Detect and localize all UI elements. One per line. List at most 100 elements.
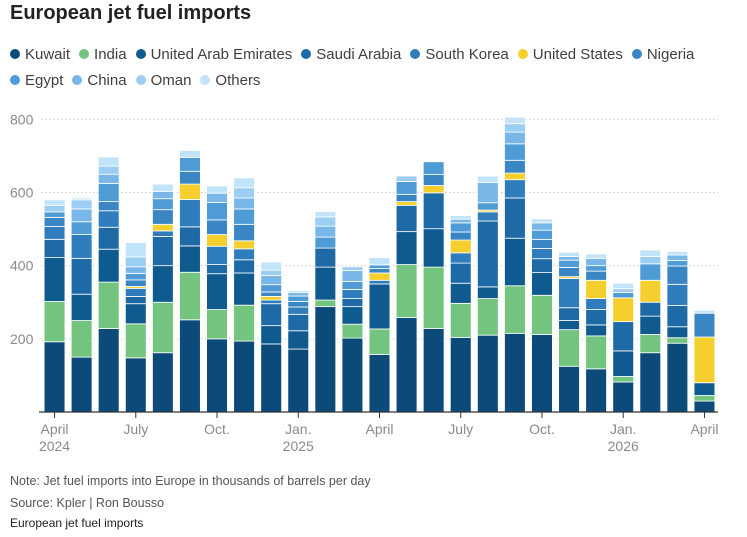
bar-segment-saudi-arabia — [422, 192, 445, 230]
bar-segment-egypt — [558, 259, 580, 268]
bar-segment-south-korea — [152, 230, 174, 237]
bar-segment-south-korea — [179, 199, 201, 228]
bar-segment-others — [585, 253, 607, 259]
legend-item-kuwait: Kuwait — [10, 42, 70, 68]
chart-note: Note: Jet fuel imports into Europe in th… — [10, 474, 371, 488]
bar-segment-china — [70, 208, 93, 223]
bar-segment-china — [206, 192, 228, 203]
bar-segment-china — [97, 173, 120, 184]
legend: Kuwait India United Arab Emirates Saudi Ara… — [10, 42, 730, 94]
bar-segment-others — [97, 156, 120, 167]
bar-segment-united-arab-emirates — [449, 282, 472, 304]
bar-segment-india — [612, 376, 635, 383]
bar-segment-china — [233, 197, 255, 210]
bar-segment-nigeria — [504, 159, 526, 174]
bar-segment-united-arab-emirates — [368, 283, 391, 330]
bar-segment-egypt — [422, 161, 445, 175]
bar-segment-saudi-arabia — [287, 313, 310, 332]
bar-segment-others — [233, 177, 255, 189]
bar-segment-kuwait — [314, 306, 337, 413]
bar-segment-kuwait — [287, 348, 310, 413]
bar-segment-south-korea — [206, 245, 228, 265]
bar-segment-nigeria — [693, 312, 716, 338]
bar-segment-others — [179, 150, 201, 158]
legend-swatch — [72, 75, 83, 85]
x-tick-label: April — [41, 421, 69, 437]
bar-segment-saudi-arabia — [476, 220, 499, 288]
bar-segment-india — [504, 285, 526, 334]
bar-segment-kuwait — [395, 317, 418, 413]
bar-segment-others — [368, 257, 391, 266]
bar-segment-united-states — [206, 234, 228, 247]
chart-caption: European jet fuel imports — [10, 516, 144, 530]
legend-label: Oman — [150, 72, 192, 89]
bar-segment-nigeria — [206, 219, 228, 235]
bar-segment-egypt — [612, 291, 635, 299]
bar-segment-nigeria — [585, 270, 607, 281]
bar-segment-others — [449, 215, 472, 220]
bar-segment-india — [206, 309, 228, 340]
bar-segment-china — [449, 218, 472, 224]
bar-segment-saudi-arabia — [585, 309, 607, 326]
x-tick-label: Jan. — [285, 421, 311, 437]
x-tick-label: July — [448, 421, 473, 437]
bar-segment-kuwait — [422, 328, 445, 413]
bar-segment-others — [43, 199, 66, 206]
bar-segment-oman — [639, 256, 662, 265]
bar-segment-egypt — [314, 236, 337, 249]
bar-segment-kuwait — [585, 368, 607, 413]
legend-swatch — [200, 75, 211, 85]
bar-segment-saudi-arabia — [504, 197, 526, 239]
bar-segment-united-states — [395, 201, 418, 206]
x-tick-label: April — [690, 421, 718, 437]
bar-segment-others — [70, 197, 93, 201]
bar-segment-others — [639, 249, 662, 257]
bar-segment-saudi-arabia — [124, 295, 147, 305]
bar-segment-united-arab-emirates — [422, 228, 445, 268]
bar-segment-egypt — [449, 222, 472, 233]
bar-segment-egypt — [585, 265, 607, 272]
bar-segment-south-korea — [449, 252, 472, 264]
bar-segment-united-states — [639, 279, 662, 303]
bar-segment-egypt — [233, 208, 255, 225]
bar-segment-kuwait — [558, 365, 580, 413]
legend-swatch — [135, 75, 146, 85]
bar-segment-nigeria — [395, 193, 418, 203]
bar-segment-saudi-arabia — [639, 301, 662, 317]
bar-segment-kuwait — [124, 357, 147, 413]
legend-label: United Arab Emirates — [150, 46, 293, 63]
x-tick-label: Jan. — [610, 421, 636, 437]
legend-label: South Korea — [425, 46, 509, 63]
bar-segment-egypt — [179, 156, 201, 172]
bar-segment-united-arab-emirates — [314, 266, 337, 301]
bar-segment-nigeria — [368, 268, 391, 274]
bar-segment-others — [260, 261, 283, 271]
bar-segment-united-states — [179, 183, 201, 200]
legend-item-china: China — [72, 68, 127, 94]
bar-segment-india — [585, 335, 607, 370]
bar-segment-egypt — [43, 211, 66, 218]
bar-segment-united-states — [504, 172, 526, 181]
legend-label: China — [87, 72, 127, 89]
bar-segment-egypt — [368, 264, 391, 269]
legend-swatch — [517, 49, 528, 59]
bar-segment-united-states — [152, 223, 174, 232]
bar-segment-saudi-arabia — [558, 307, 580, 321]
bar-segment-others — [666, 250, 689, 256]
bar-segment-others — [693, 309, 716, 314]
bar-segment-egypt — [97, 182, 120, 203]
legend-item-united-arab-emirates: United Arab Emirates — [135, 42, 293, 68]
bar-segment-india — [693, 395, 716, 402]
legend-swatch — [631, 49, 642, 59]
bar-segment-oman — [233, 187, 255, 199]
bar-segment-india — [639, 334, 662, 354]
bar-segment-saudi-arabia — [612, 321, 635, 352]
bar-segment-united-arab-emirates — [260, 325, 283, 345]
bar-segment-united-arab-emirates — [531, 272, 553, 296]
bar-segment-kuwait — [368, 354, 391, 413]
bar-segment-india — [233, 304, 255, 342]
bar-segment-kuwait — [179, 319, 201, 413]
bar-segment-kuwait — [70, 356, 93, 413]
bar-segment-others — [314, 211, 337, 218]
bar-segment-egypt — [70, 221, 93, 235]
